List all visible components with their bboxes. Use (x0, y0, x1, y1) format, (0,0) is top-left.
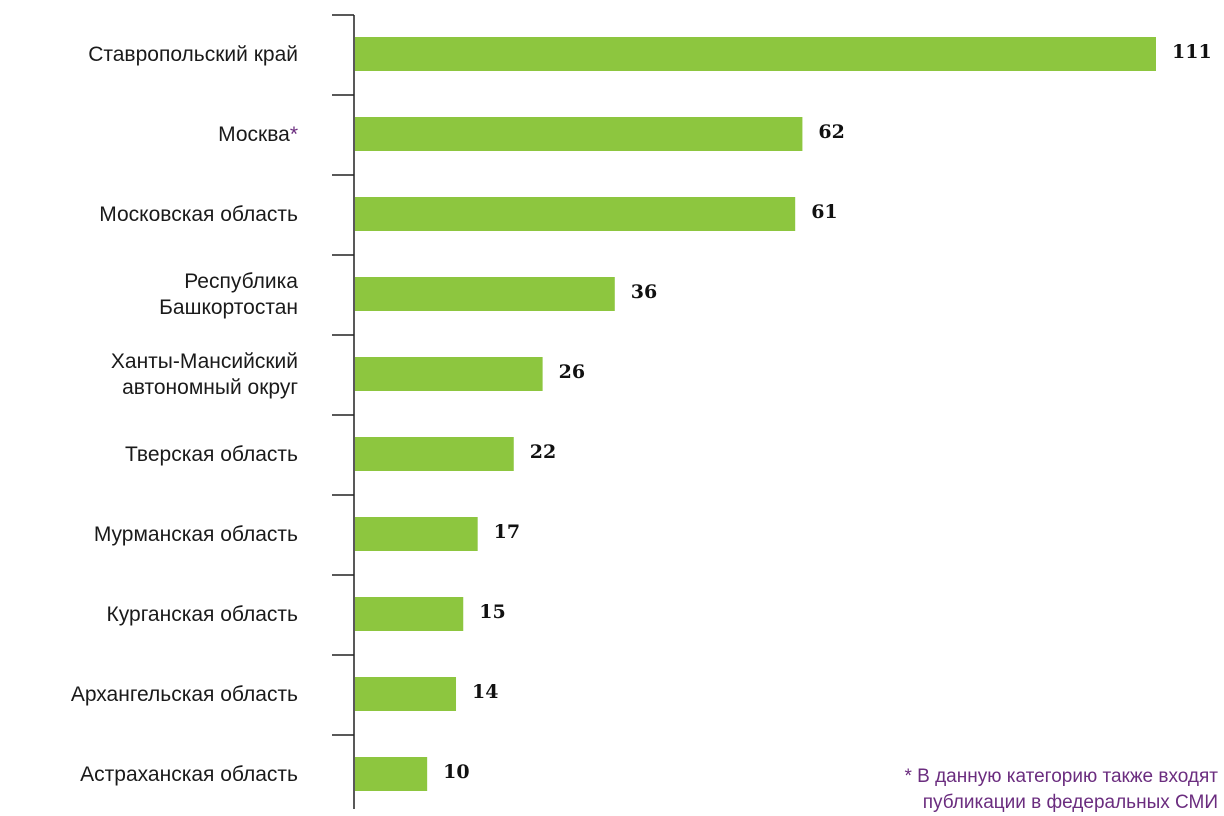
bar (355, 517, 478, 551)
category-label: Московская область (99, 203, 298, 226)
category-label: Москва* (218, 123, 298, 146)
bar (355, 757, 428, 791)
category-label-line: Мурманская область (94, 523, 298, 546)
axis-layer (332, 14, 355, 809)
bar (355, 597, 464, 631)
bar (355, 117, 803, 151)
category-label-line: Республика (184, 270, 298, 293)
category-label: Тверская область (125, 443, 298, 466)
category-label-line: Курганская область (107, 603, 298, 626)
footnote-line-1: * В данную категорию также входят (800, 764, 1218, 790)
bar (355, 277, 615, 311)
category-label-line: Москва (218, 123, 290, 146)
value-label: 111 (1172, 41, 1212, 63)
category-label-line: Тверская область (125, 443, 298, 466)
bars-layer (355, 37, 1156, 791)
bar (355, 37, 1156, 71)
value-label: 36 (631, 281, 657, 303)
category-label: Республика Башкортостан (159, 270, 298, 319)
bar (355, 357, 543, 391)
bar (355, 677, 457, 711)
bar (355, 197, 796, 231)
footnote-text-2: публикации в федеральных СМИ (922, 792, 1218, 813)
category-label: Курганская область (107, 603, 298, 626)
asterisk-mark: * (290, 123, 298, 146)
category-label-line: Башкортостан (159, 296, 298, 319)
category-label-line: автономный округ (122, 376, 298, 399)
value-label: 62 (818, 121, 844, 143)
footnote-line-2: публикации в федеральных СМИ (800, 790, 1218, 816)
footnote: * В данную категорию также входят публик… (800, 764, 1218, 816)
category-label-line: Астраханская область (80, 763, 298, 786)
category-label-line: Ханты-Мансийский (111, 350, 298, 373)
category-label: Мурманская область (94, 523, 298, 546)
value-label: 14 (472, 681, 498, 703)
value-label: 22 (530, 441, 556, 463)
category-label: Ставропольский край (88, 43, 298, 66)
value-label: 26 (559, 361, 585, 383)
value-label: 15 (479, 601, 505, 623)
value-label: 61 (811, 201, 837, 223)
footnote-text-1: В данную категорию также входят (917, 766, 1218, 787)
bar (355, 437, 514, 471)
category-label: Ханты-Мансийский автономный округ (111, 350, 298, 399)
value-label: 10 (443, 761, 469, 783)
footnote-asterisk: * (904, 766, 912, 787)
category-label-line: Московская область (99, 203, 298, 226)
value-label: 17 (494, 521, 520, 543)
category-label: Архангельская область (71, 683, 298, 706)
category-label: Астраханская область (80, 763, 298, 786)
category-label-line: Ставропольский край (88, 43, 298, 66)
category-label-line: Архангельская область (71, 683, 298, 706)
